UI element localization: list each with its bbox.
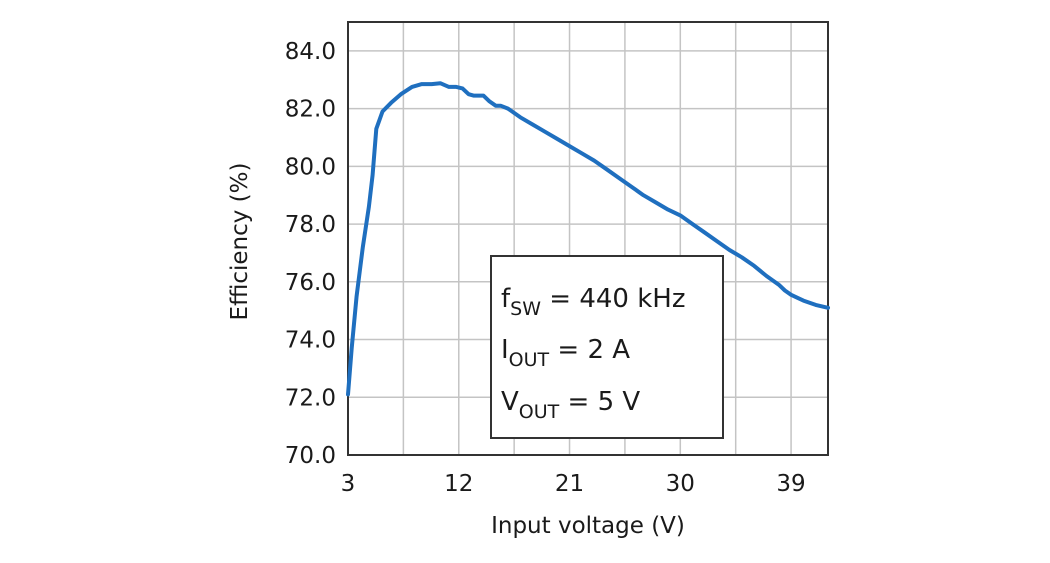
efficiency-curve <box>346 81 830 397</box>
annotation-subscript: OUT <box>519 401 560 423</box>
annotation-subscript: SW <box>510 298 541 320</box>
annotation-value: = 2 A <box>549 335 630 365</box>
y-tick-label: 84.0 <box>285 39 336 65</box>
annotation-symbol: I <box>501 335 509 365</box>
x-tick-label: 21 <box>555 471 584 497</box>
grid-lines <box>348 22 828 455</box>
annotation-value: = 5 V <box>559 387 640 417</box>
y-tick-label: 82.0 <box>285 97 336 123</box>
annotation-line: VOUT = 5 V <box>501 387 640 423</box>
annotation-subscript: OUT <box>509 349 550 371</box>
y-tick-label: 76.0 <box>285 270 336 296</box>
x-tick-label: 12 <box>444 471 473 497</box>
annotation-line: IOUT = 2 A <box>501 335 630 371</box>
y-tick-labels: 70.0 72.0 74.0 76.0 78.0 80.0 82.0 84.0 <box>285 39 336 469</box>
plot-frame <box>347 21 829 456</box>
y-tick-label: 80.0 <box>285 154 336 180</box>
annotation-line: fSW = 440 kHz <box>501 284 685 320</box>
y-tick-label: 78.0 <box>285 212 336 238</box>
x-tick-label: 39 <box>776 471 805 497</box>
x-tick-label: 30 <box>666 471 695 497</box>
series-group <box>346 81 830 397</box>
y-axis-label: Efficiency (%) <box>227 163 253 321</box>
y-tick-label: 70.0 <box>285 443 336 469</box>
x-tick-label: 3 <box>341 471 356 497</box>
x-tick-labels: 3 12 21 30 39 <box>341 471 806 497</box>
annotation-frame <box>490 255 724 439</box>
annotation-symbol: V <box>501 387 519 417</box>
y-tick-label: 72.0 <box>285 385 336 411</box>
annotation-symbol: f <box>501 284 511 314</box>
annotation-value: = 440 kHz <box>541 284 685 314</box>
y-tick-label: 74.0 <box>285 328 336 354</box>
x-axis-label: Input voltage (V) <box>491 513 685 539</box>
